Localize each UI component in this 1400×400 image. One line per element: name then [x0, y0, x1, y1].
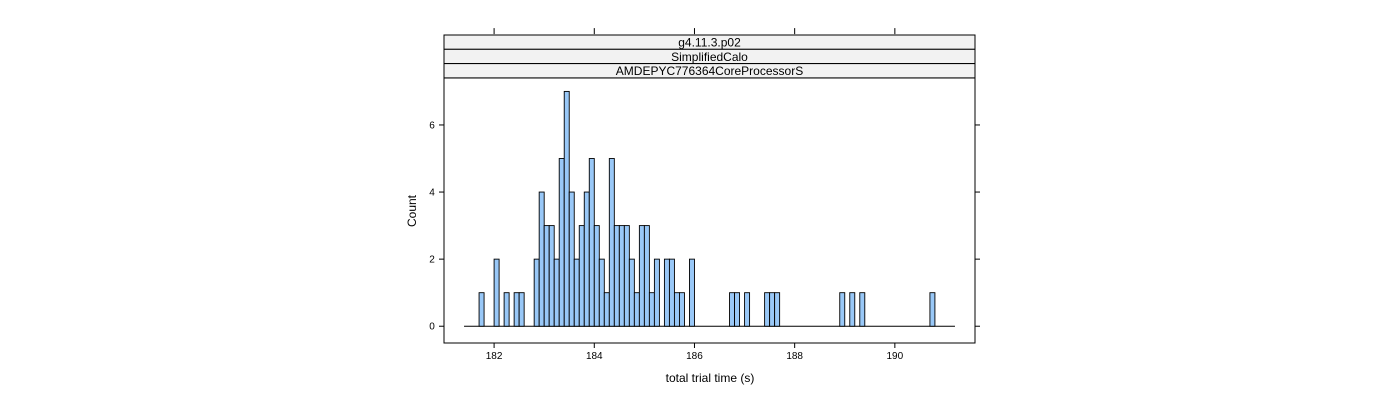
histogram-bar — [533, 258, 540, 327]
histogram-bar — [513, 292, 520, 327]
histogram-bar — [929, 292, 936, 327]
histogram-bar — [663, 258, 670, 327]
histogram-bar — [673, 292, 680, 327]
histogram-bar — [729, 292, 735, 327]
histogram-bar — [563, 90, 570, 327]
histogram-bar — [608, 158, 615, 327]
histogram-bar — [618, 225, 625, 327]
y-tick-label: 2 — [429, 255, 435, 266]
histogram-bar — [653, 258, 660, 327]
x-tick-label: 188 — [786, 351, 803, 362]
histogram-bar — [593, 225, 600, 327]
histogram-bar — [638, 225, 645, 327]
histogram-bar — [849, 292, 856, 327]
histogram-bar — [583, 191, 590, 327]
histogram-bar — [573, 258, 580, 327]
histogram-bar — [578, 225, 585, 327]
y-tick-label: 6 — [429, 120, 435, 131]
strip-headers: g4.11.3.p02SimplifiedCaloAMDEPYC776364Co… — [443, 34, 976, 79]
histogram-bar — [643, 225, 650, 327]
histogram-bar — [603, 292, 610, 327]
bars-group — [464, 90, 955, 327]
histogram-bar — [493, 258, 500, 327]
histogram-bar — [628, 258, 635, 327]
histogram-bar — [588, 158, 595, 327]
histogram-bar — [668, 258, 675, 327]
histogram-bar — [538, 191, 545, 327]
histogram-bar — [543, 225, 550, 327]
histogram-bar — [839, 292, 846, 327]
histogram-bar — [518, 292, 525, 327]
x-tick-label: 190 — [887, 351, 904, 362]
histogram-bar — [859, 292, 866, 327]
histogram-bar — [613, 225, 620, 327]
y-axis-label: Count — [405, 194, 419, 227]
histogram-bar — [774, 292, 781, 327]
histogram-bar — [568, 191, 575, 327]
histogram-bar — [558, 158, 565, 327]
y-tick-label: 4 — [429, 188, 435, 199]
plot-panel — [443, 77, 976, 344]
histogram-bar — [678, 292, 685, 327]
x-tick-label: 186 — [686, 351, 703, 362]
histogram-bar — [769, 292, 776, 327]
strip-label: AMDEPYC776364CoreProcessorS — [616, 64, 803, 78]
histogram-bar — [553, 258, 560, 327]
strip-label: SimplifiedCalo — [671, 50, 748, 64]
x-axis-label: total trial time (s) — [666, 371, 755, 385]
x-tick-label: 182 — [486, 351, 503, 362]
histogram-bar — [689, 258, 695, 327]
histogram-bar — [764, 292, 771, 327]
histogram-bar — [734, 292, 741, 327]
histogram-bar — [598, 258, 605, 327]
x-tick-label: 184 — [586, 351, 603, 362]
histogram-bar — [633, 292, 640, 327]
histogram-bar — [548, 225, 555, 327]
histogram-bar — [744, 292, 751, 327]
y-tick-label: 0 — [429, 322, 435, 333]
histogram-bar — [503, 292, 510, 327]
histogram-bar — [623, 225, 630, 327]
histogram-bar — [478, 292, 485, 327]
axes-group: 182 184 186 188 190 0 2 4 6 — [429, 28, 980, 362]
histogram-bar — [648, 292, 655, 327]
strip-label: g4.11.3.p02 — [678, 36, 741, 50]
